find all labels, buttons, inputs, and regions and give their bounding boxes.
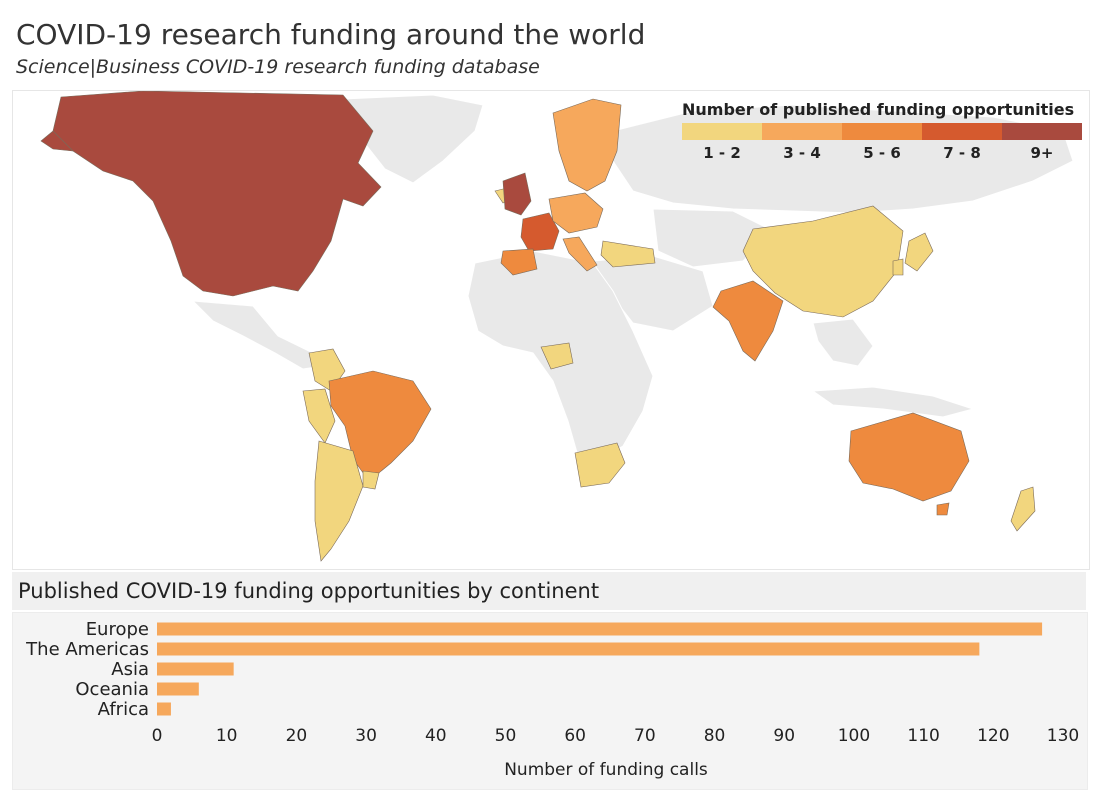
south-africa bbox=[574, 442, 626, 488]
bar-oceania[interactable] bbox=[157, 682, 199, 696]
japan bbox=[904, 232, 934, 272]
bar-chart-header: Published COVID-19 funding opportunities… bbox=[12, 572, 1086, 610]
mexico-central bbox=[191, 300, 324, 370]
nigeria bbox=[540, 342, 574, 370]
bar-europe[interactable] bbox=[157, 622, 1043, 636]
italy bbox=[562, 236, 598, 272]
x-tick-label: 70 bbox=[634, 726, 656, 746]
china bbox=[742, 205, 904, 318]
x-tick-label: 50 bbox=[495, 726, 517, 746]
kazakhstan-region bbox=[652, 208, 774, 268]
map-legend: Number of published funding opportunitie… bbox=[682, 100, 1088, 162]
legend-color-bar bbox=[682, 123, 1088, 140]
x-tick-label: 10 bbox=[216, 726, 238, 746]
x-tick-label: 30 bbox=[355, 726, 377, 746]
legend-swatch-3-4 bbox=[762, 123, 842, 140]
bar-the-americas[interactable] bbox=[157, 642, 980, 656]
legend-label-7-8: 7 - 8 bbox=[943, 144, 981, 162]
indonesia bbox=[811, 386, 975, 418]
brazil bbox=[328, 370, 432, 482]
bar-category-label: Europe bbox=[86, 619, 149, 640]
bar-chart: Europe The Americas Asia Oceania Africa 0 10 20… bbox=[12, 612, 1088, 790]
alaska-strip bbox=[40, 130, 74, 152]
legend-label-9plus: 9+ bbox=[1030, 144, 1054, 162]
legend-swatch-7-8 bbox=[922, 123, 1002, 140]
page-title: COVID-19 research funding around the wor… bbox=[16, 18, 646, 51]
legend-label-5-6: 5 - 6 bbox=[863, 144, 901, 162]
bar-category-label: Africa bbox=[98, 699, 149, 720]
north-america bbox=[52, 91, 382, 297]
se-asia bbox=[812, 318, 874, 367]
page-subtitle: Science|Business COVID-19 research fundi… bbox=[16, 56, 540, 78]
spain-portugal bbox=[500, 248, 538, 276]
legend-swatch-5-6 bbox=[842, 123, 922, 140]
legend-label-3-4: 3 - 4 bbox=[783, 144, 821, 162]
x-tick-label: 80 bbox=[704, 726, 726, 746]
peru bbox=[302, 388, 336, 444]
bar-category-label: Oceania bbox=[75, 679, 149, 700]
x-tick-label: 110 bbox=[907, 726, 939, 746]
bar-chart-title: Published COVID-19 funding opportunities… bbox=[18, 579, 600, 603]
uruguay bbox=[362, 470, 380, 490]
legend-labels: 1 - 2 3 - 4 5 - 6 7 - 8 9+ bbox=[682, 144, 1088, 162]
bar-category-label: The Americas bbox=[25, 639, 149, 660]
bar-category-label: Asia bbox=[111, 659, 149, 680]
x-axis-label: Number of funding calls bbox=[504, 760, 708, 780]
india bbox=[712, 280, 784, 362]
x-tick-label: 60 bbox=[564, 726, 586, 746]
korea bbox=[892, 258, 904, 276]
legend-title: Number of published funding opportunitie… bbox=[682, 100, 1075, 119]
x-tick-label: 120 bbox=[977, 726, 1009, 746]
legend-swatch-9plus bbox=[1002, 123, 1082, 140]
bar-asia[interactable] bbox=[157, 662, 234, 676]
bar-africa[interactable] bbox=[157, 702, 171, 716]
x-tick-label: 130 bbox=[1047, 726, 1079, 746]
argentina-chile bbox=[314, 440, 364, 562]
uk-ireland bbox=[502, 172, 532, 216]
world-map-svg bbox=[40, 91, 1074, 562]
scandinavia bbox=[552, 98, 622, 192]
x-tick-label: 0 bbox=[152, 726, 163, 746]
x-tick-label: 40 bbox=[425, 726, 447, 746]
germany-central bbox=[548, 192, 604, 234]
x-tick-label: 100 bbox=[838, 726, 870, 746]
france bbox=[520, 212, 560, 252]
tasmania bbox=[936, 502, 950, 516]
world-map[interactable] bbox=[12, 90, 1090, 570]
australia bbox=[848, 412, 970, 502]
x-tick-label: 20 bbox=[286, 726, 308, 746]
x-tick-label: 90 bbox=[773, 726, 795, 746]
new-zealand bbox=[1010, 486, 1036, 532]
legend-label-1-2: 1 - 2 bbox=[703, 144, 741, 162]
balkans-turkey bbox=[600, 240, 656, 268]
legend-swatch-1-2 bbox=[682, 123, 762, 140]
